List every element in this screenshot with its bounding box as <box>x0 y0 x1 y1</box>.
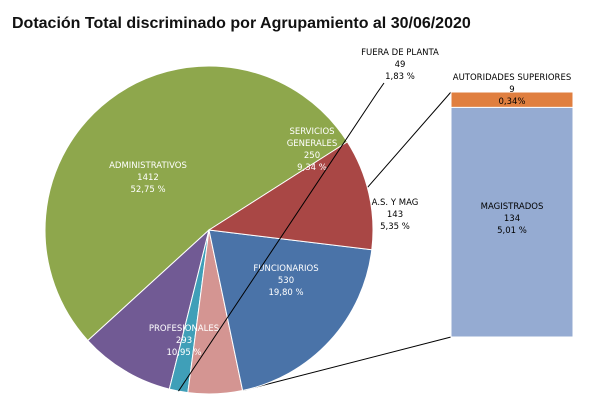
bar-segment-magistrados <box>450 106 574 338</box>
pie-slice-servicios-generales <box>87 228 210 390</box>
pie-slice-profesionales <box>207 141 374 251</box>
data-label-autoridades-superiores-value: 9 0,34% <box>498 85 525 107</box>
data-label-profesionales: PROFESIONALES 293 10,95 % <box>149 324 219 358</box>
data-label-funcionarios: FUNCIONARIOS 530 19,80 % <box>253 264 318 298</box>
pie-slice-administrativos <box>44 65 349 342</box>
data-label-fuera-de-planta: FUERA DE PLANTA 49 1,83 % <box>361 48 439 82</box>
data-label-autoridades-superiores: AUTORIDADES SUPERIORES <box>453 73 571 83</box>
pie-slice-funcionarios <box>208 229 373 392</box>
data-label-administrativos: ADMINISTRATIVOS 1412 52,75 % <box>109 161 187 195</box>
chart-title: Dotación Total discriminado por Agrupami… <box>12 15 471 32</box>
leader-line-fuera-de-planta <box>178 82 385 392</box>
data-label-magistrados: MAGISTRADOS 134 5,01 % <box>481 202 544 236</box>
data-label-servicios-generales: SERVICIOS GENERALES 250 9,34 % <box>287 127 338 173</box>
data-label-a-s-y-mag: A.S. Y MAG 143 5,35 % <box>372 198 419 232</box>
connector-line-bottom <box>242 336 452 392</box>
